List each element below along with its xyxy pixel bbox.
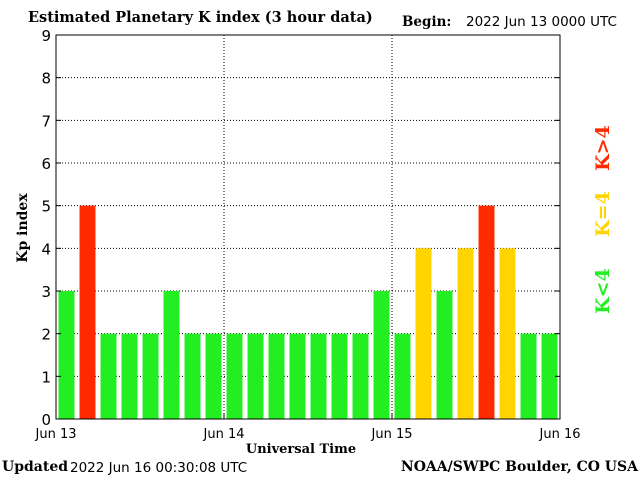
kp-bar [457,248,474,419]
kp-bar [205,333,222,419]
kp-bar [331,333,348,419]
legend-item: K=4 [592,191,614,237]
kp-bar [268,333,285,419]
kp-bar [184,333,201,419]
bars [58,205,558,419]
legend-item: K<4 [592,268,614,314]
kp-bar [415,248,432,419]
y-tick-label: 9 [41,27,51,45]
credit-text: NOAA/SWPC Boulder, CO USA [400,459,638,475]
y-axis-label: Kp index [15,193,31,263]
y-tick-label: 8 [41,70,51,88]
kp-bar [499,248,516,419]
kp-bar [289,333,306,419]
kp-bar [226,333,243,419]
x-axis-ticks: Jun 13 Jun 14 Jun 15 Jun 16 [35,413,581,442]
kp-bar [520,333,537,419]
begin-label: Begin: [402,14,452,30]
kp-bar [310,333,327,419]
x-axis-label: Universal Time [246,442,356,457]
kp-bar [478,205,495,419]
y-tick-label: 2 [41,326,51,344]
kp-bar [373,291,390,419]
y-tick-label: 0 [41,411,51,429]
plot-frame [55,34,561,420]
x-tick-label: Jun 16 [539,427,581,442]
kp-bar [247,333,264,419]
legend: K>4 K=4 K<4 [592,125,614,314]
y-tick-label: 7 [41,112,51,130]
kp-bar [100,333,117,419]
y-tick-label: 4 [41,240,51,258]
chart-title: Estimated Planetary K index (3 hour data… [28,9,373,26]
x-tick-label: Jun 13 [35,427,77,442]
y-tick-label: 5 [41,198,51,216]
begin-value: 2022 Jun 13 0000 UTC [466,14,617,30]
kp-bar [163,291,180,419]
updated-label: Updated [2,459,69,475]
kp-bar [436,291,453,419]
kp-bar [79,205,96,419]
x-tick-label: Jun 15 [371,427,413,442]
x-tick-label: Jun 14 [203,427,245,442]
kp-bar [121,333,138,419]
grid-lines [56,35,560,419]
y-axis-ticks: 0 1 2 3 4 5 6 7 8 9 [41,27,560,429]
updated-value: 2022 Jun 16 00:30:08 UTC [70,460,248,476]
kp-bar [142,333,159,419]
y-tick-label: 1 [41,368,51,386]
legend-item: K>4 [592,125,614,171]
kp-bar [394,333,411,419]
kp-bar [58,291,75,419]
y-tick-label: 3 [41,283,51,301]
kp-bar [541,333,558,419]
kp-bar [352,333,369,419]
y-tick-label: 6 [41,155,51,173]
